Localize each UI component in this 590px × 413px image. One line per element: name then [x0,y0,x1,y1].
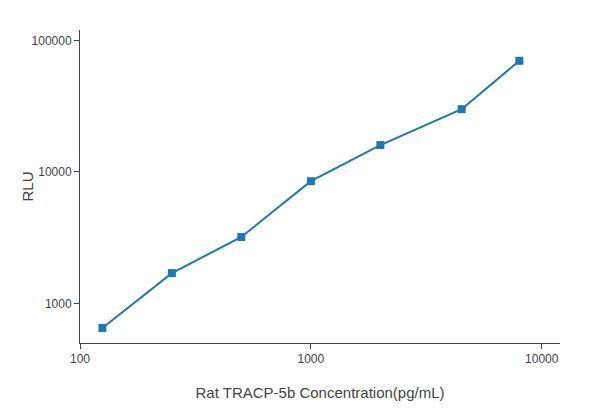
svg-text:Rat TRACP-5b Concentration(pg/: Rat TRACP-5b Concentration(pg/mL) [196,384,445,401]
svg-text:RLU: RLU [19,171,36,201]
svg-text:1000: 1000 [298,352,325,366]
svg-text:10000: 10000 [525,352,559,366]
svg-text:10000: 10000 [38,165,72,179]
svg-text:100: 100 [70,352,90,366]
svg-text:1000: 1000 [45,297,72,311]
svg-text:100000: 100000 [32,34,72,48]
